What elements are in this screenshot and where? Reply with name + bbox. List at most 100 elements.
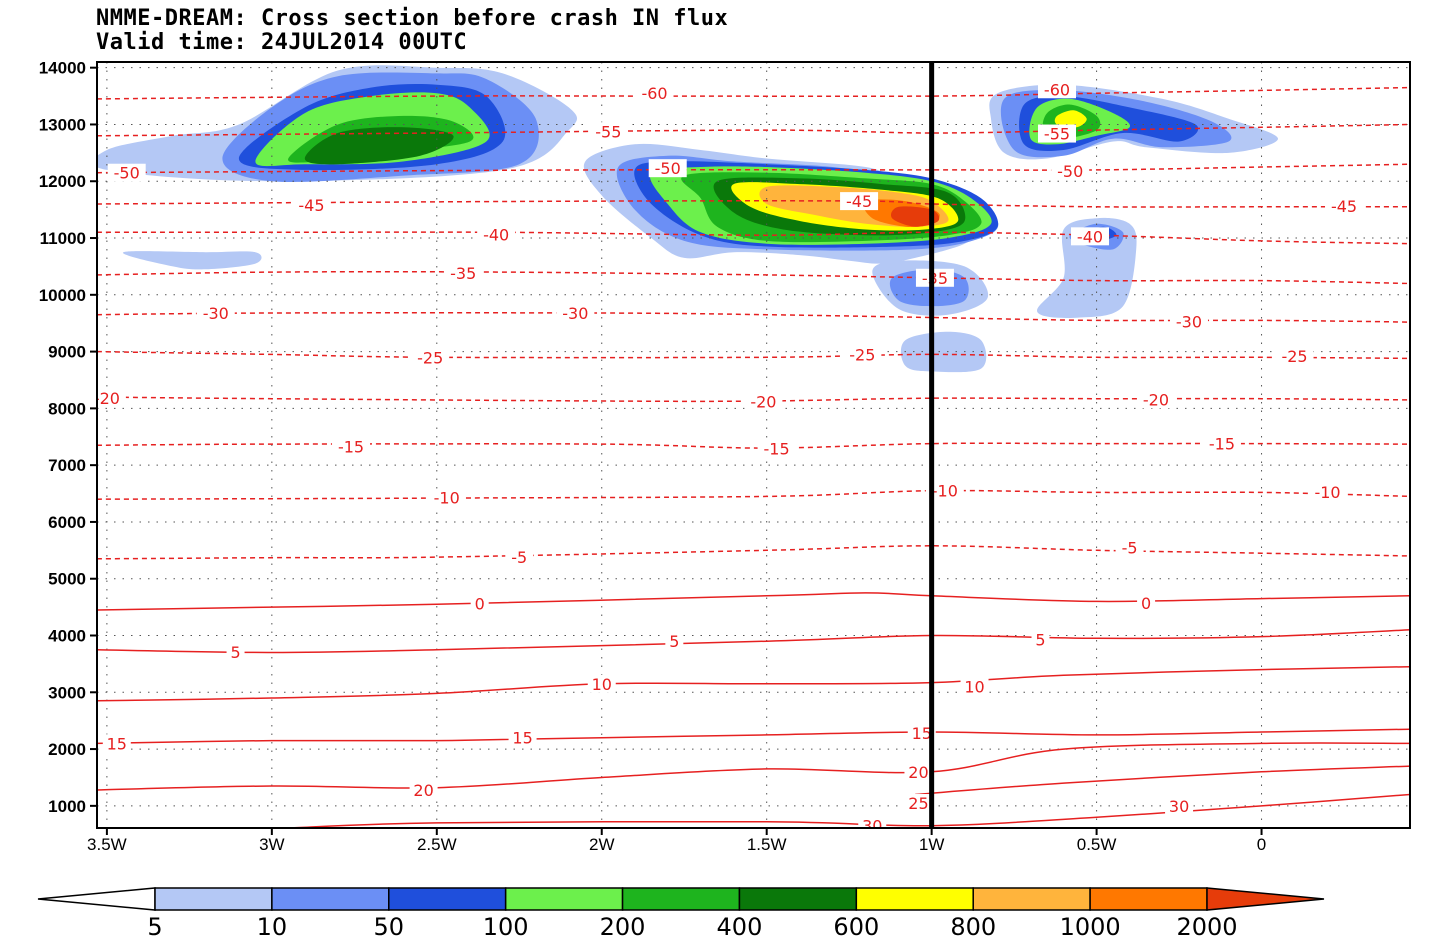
contour-label--10: -10: [434, 489, 460, 508]
contour-label-bg: [744, 392, 783, 411]
contour-label-bg: [409, 780, 438, 799]
contour-label-bg: [444, 264, 483, 283]
temperature-contour-0: [97, 592, 1410, 611]
y-tick-label: 10000: [39, 286, 86, 305]
contour-label-bg: [589, 122, 628, 141]
contour-label--55: -55: [595, 122, 621, 141]
contour-label--20: -20: [1143, 390, 1169, 409]
contour-label-bg: [587, 674, 616, 693]
contour-label--20: -20: [94, 389, 120, 408]
contour-label-bg: [505, 548, 534, 567]
temperature-contour-30: [288, 793, 1410, 828]
x-tick-label: 3W: [259, 835, 285, 854]
contour-label--50: -50: [1057, 162, 1083, 181]
x-tick-label: 2.5W: [417, 835, 457, 854]
colorbar-segment: [271, 887, 390, 911]
contour-label--40: -40: [483, 226, 509, 245]
contour-label-bg: [843, 345, 882, 364]
temperature-contour-5: [97, 629, 1410, 654]
contour-label-bg: [840, 192, 879, 211]
x-tick-label: 2W: [589, 835, 615, 854]
contour-label-bg: [1169, 312, 1208, 331]
contour-label-10: 10: [592, 675, 612, 694]
contour-label-5: 5: [669, 632, 679, 651]
colorbar-level-label: 5: [147, 913, 162, 941]
plot-frame: [96, 61, 1411, 829]
contour-label-bg: [1070, 227, 1109, 246]
contour-label-bg: [635, 84, 674, 103]
contour-label-bg: [556, 303, 595, 322]
contour-label-bg: [196, 303, 235, 322]
contour-label-20: 20: [413, 781, 433, 800]
contour-label-bg: [470, 594, 489, 613]
colorbar-level-label: 400: [717, 913, 763, 941]
contour-label-bg: [1115, 538, 1144, 557]
contour-label--15: -15: [764, 440, 790, 459]
chart-subtitle: Valid time: 24JUL2014 00UTC: [96, 30, 468, 55]
contour-label-bg: [1308, 482, 1347, 501]
contour-label--45: -45: [846, 192, 872, 211]
contour-label-bg: [411, 348, 450, 367]
contour-label-bg: [1136, 390, 1175, 409]
contour-label-bg: [107, 163, 146, 182]
contour-label-bg: [907, 724, 936, 743]
colorbar-segment: [621, 887, 741, 911]
y-tick-label: 7000: [48, 456, 86, 475]
contour-label-25: 25: [908, 794, 928, 813]
contour-label-5: 5: [1035, 630, 1045, 649]
contour-label-0: 0: [1141, 594, 1151, 613]
contour-label--25: -25: [849, 345, 875, 364]
contour-label-bg: [648, 159, 687, 178]
contour-label-bg: [1202, 434, 1241, 453]
contour-label-bg: [508, 728, 537, 747]
contour-label-bg: [915, 268, 954, 287]
contour-label-bg: [904, 762, 933, 781]
contour-label-bg: [292, 196, 331, 215]
contour-label--10: -10: [932, 482, 958, 501]
colorbar-level-label: 100: [483, 913, 529, 941]
y-tick-label: 5000: [48, 570, 86, 589]
contour-label-bg: [1137, 594, 1156, 613]
axes: 1000200030004000500060007000800090001000…: [39, 59, 1267, 854]
contour-label-bg: [1038, 124, 1077, 143]
contour-label--40: -40: [1077, 227, 1103, 246]
temperature-contour--15: [97, 442, 1410, 449]
y-tick-label: 11000: [40, 229, 86, 248]
contour-label--45: -45: [1331, 197, 1357, 216]
contour-label-30: 30: [862, 817, 882, 836]
y-tick-label: 9000: [48, 343, 86, 362]
contour-label-bg: [477, 225, 516, 244]
chart-title: NMME-DREAM: Cross section before crash I…: [96, 6, 729, 31]
contour-label--35: -35: [450, 264, 476, 283]
contour-label--35: -35: [922, 269, 948, 288]
contour-label--15: -15: [1209, 435, 1235, 454]
temperature-contour--30: [97, 312, 1410, 323]
colorbar-segment: [154, 887, 273, 911]
y-tick-label: 4000: [48, 627, 86, 646]
y-tick-label: 12000: [39, 172, 86, 191]
temperature-contour-20: [97, 742, 1410, 791]
temperature-contour--5: [97, 545, 1410, 560]
temperature-contour--35: [97, 270, 1410, 285]
contour-label--15: -15: [338, 437, 364, 456]
temperature-contour-15: [97, 728, 1410, 745]
contour-label-15: 15: [912, 724, 932, 743]
contour-label--45: -45: [298, 196, 324, 215]
contour-label-15: 15: [107, 734, 127, 753]
flux-region-level-10: [891, 206, 940, 227]
temperature-contour-10: [97, 665, 1410, 702]
y-tick-label: 8000: [48, 399, 86, 418]
colorbar-segment: [738, 887, 858, 911]
y-tick-label: 1000: [48, 797, 86, 816]
contour-label-bg: [858, 816, 887, 828]
contour-label-20: 20: [908, 763, 928, 782]
contour-label-bg: [1275, 347, 1314, 366]
colorbar-level-label: 10: [257, 913, 288, 941]
colorbar-arrow-high: [1206, 887, 1325, 911]
colorbar-level-label: 50: [374, 913, 405, 941]
flux-region-level-1: [122, 251, 262, 270]
contour-label-bg: [665, 632, 684, 651]
colorbar-segment: [972, 887, 1091, 911]
colorbar: 5 10 50 100 200 400 600 800 1000 2000: [37, 887, 1325, 941]
contour-label--55: -55: [1044, 125, 1070, 144]
